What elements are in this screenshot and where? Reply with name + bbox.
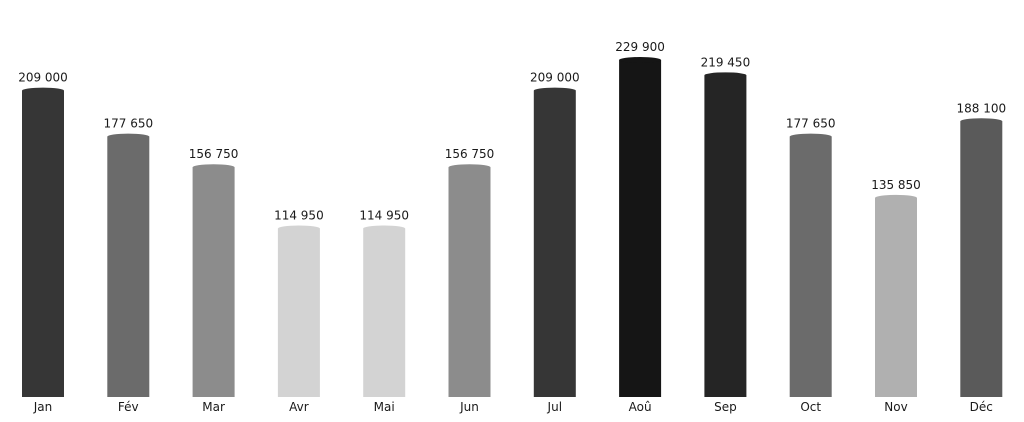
bar-cap-Mar (192, 164, 235, 171)
bar-cap-Jan (22, 87, 64, 94)
bar-Oct (789, 136, 832, 397)
bar-cap-Mai (363, 225, 406, 232)
x-tick-label-Déc: Déc (970, 400, 993, 414)
bar-cap-Déc (960, 118, 1003, 125)
bar-Déc (960, 121, 1003, 397)
bar-Sep (704, 75, 747, 398)
bar-cap-Nov (875, 194, 917, 201)
x-tick-label-Oct: Oct (800, 400, 821, 414)
bar-cap-Fév (107, 133, 150, 140)
x-tick-label-Aoû: Aoû (629, 400, 652, 414)
value-label-Jan: 209 000 (18, 71, 68, 85)
bar-Avr (277, 228, 320, 397)
value-label-Mai: 114 950 (359, 209, 409, 223)
value-label-Déc: 188 100 (956, 101, 1006, 115)
x-tick-label-Mar: Mar (202, 400, 225, 414)
x-tick-label-Sep: Sep (714, 400, 737, 414)
x-tick-label-Mai: Mai (374, 400, 395, 414)
value-label-Jun: 156 750 (445, 147, 495, 161)
bar-cap-Sep (704, 72, 747, 79)
x-tick-label-Fév: Fév (118, 400, 139, 414)
x-tick-label-Jan: Jan (33, 400, 53, 414)
value-label-Aoû: 229 900 (615, 40, 665, 54)
bar-Mai (363, 228, 406, 397)
bars-group (22, 57, 1003, 398)
x-tick-label-Jul: Jul (547, 400, 562, 414)
value-label-Jul: 209 000 (530, 71, 580, 85)
bar-Jun (448, 167, 491, 397)
bar-Nov (875, 197, 917, 397)
bar-cap-Oct (789, 133, 832, 140)
value-label-Oct: 177 650 (786, 117, 836, 131)
bar-Aoû (619, 60, 662, 397)
bar-cap-Aoû (619, 57, 662, 63)
value-label-Sep: 219 450 (701, 55, 751, 69)
bar-Mar (192, 167, 235, 397)
value-label-Mar: 156 750 (189, 147, 239, 161)
x-tick-label-Nov: Nov (884, 400, 907, 414)
bar-cap-Jun (448, 164, 491, 171)
value-labels-group: 209 000 177 650 156 750 114 950 114 950 156 7… (18, 40, 1006, 223)
x-tick-label-Jun: Jun (459, 400, 479, 414)
bar-Fév (107, 136, 150, 397)
bar-Jan (22, 90, 64, 398)
bar-Jul (533, 90, 576, 398)
bar-cap-Avr (277, 225, 320, 232)
value-label-Nov: 135 850 (871, 178, 921, 192)
value-label-Fév: 177 650 (103, 117, 153, 131)
value-label-Avr: 114 950 (274, 209, 324, 223)
x-tick-label-Avr: Avr (289, 400, 309, 414)
x-tick-labels-group: Jan Fév Mar Avr Mai Jun Jul Aoû Sep Oct Nov Déc (33, 400, 993, 414)
bar-cap-Jul (533, 87, 576, 94)
